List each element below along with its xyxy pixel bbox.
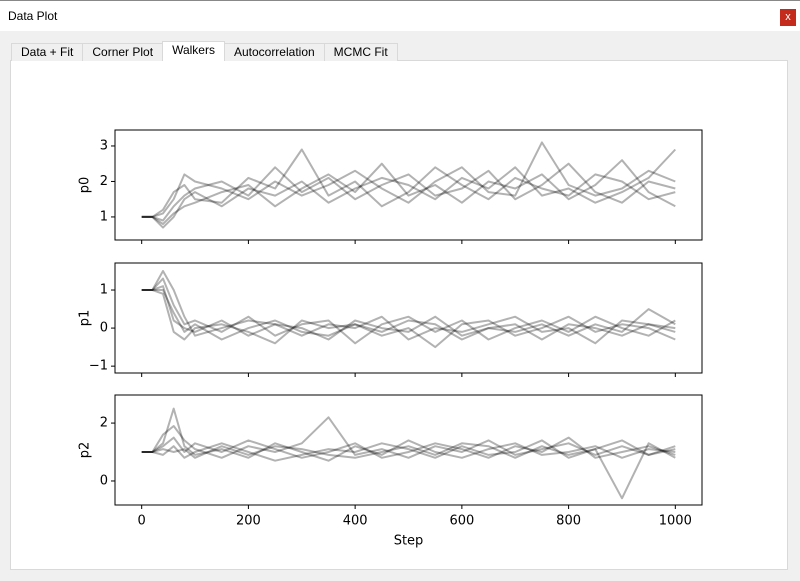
walker-trace	[141, 148, 677, 229]
walker-trace	[141, 439, 676, 500]
y-tick-label: 0	[100, 321, 108, 336]
x-tick-label: 0	[138, 514, 146, 529]
y-axis-label: p2	[78, 442, 93, 459]
walker-trace	[141, 407, 676, 462]
x-tick-label: 200	[236, 514, 261, 529]
tab[interactable]: MCMC Fit	[323, 43, 398, 61]
y-tick-label: 1	[100, 209, 108, 224]
x-tick-label: 800	[556, 514, 581, 529]
window-title: Data Plot	[8, 9, 58, 23]
y-tick-label: 1	[100, 283, 108, 298]
tab-bar: Data + Fit Corner Plot Walkers Autocorrelat…	[11, 41, 398, 61]
walker-trace	[141, 148, 676, 218]
walker-trace	[141, 162, 676, 222]
walker-trace	[141, 270, 676, 345]
walker-trace	[141, 416, 676, 459]
tab-panel	[10, 60, 788, 570]
y-tick-label: 2	[100, 174, 108, 189]
axes-frame	[114, 262, 703, 374]
x-tick-label: 1000	[659, 514, 692, 529]
y-tick-label: 2	[100, 416, 108, 431]
y-axis-label: p1	[78, 310, 93, 327]
walker-trace	[141, 277, 676, 345]
x-tick-label: 600	[449, 514, 474, 529]
axes-frame	[114, 129, 703, 241]
x-tick-label: 400	[343, 514, 368, 529]
walker-trace	[141, 141, 676, 218]
close-button[interactable]: x	[780, 9, 796, 26]
tab[interactable]: Autocorrelation	[223, 43, 325, 61]
y-tick-label: 0	[100, 473, 108, 488]
walker-trace	[141, 159, 676, 225]
y-tick-label: −1	[89, 359, 108, 374]
y-axis-label: p0	[78, 177, 93, 194]
tab[interactable]: Walkers	[162, 41, 225, 61]
title-bar: Data Plot x	[0, 0, 800, 31]
axes-frame	[114, 394, 703, 506]
walker-trace	[141, 289, 676, 341]
y-tick-label: 3	[100, 138, 108, 153]
tab[interactable]: Corner Plot	[82, 43, 164, 61]
x-axis-label: Step	[394, 534, 424, 549]
walker-trace	[141, 436, 676, 459]
walker-trace	[141, 285, 676, 341]
walker-trace	[141, 439, 676, 459]
walker-trace	[141, 289, 676, 349]
